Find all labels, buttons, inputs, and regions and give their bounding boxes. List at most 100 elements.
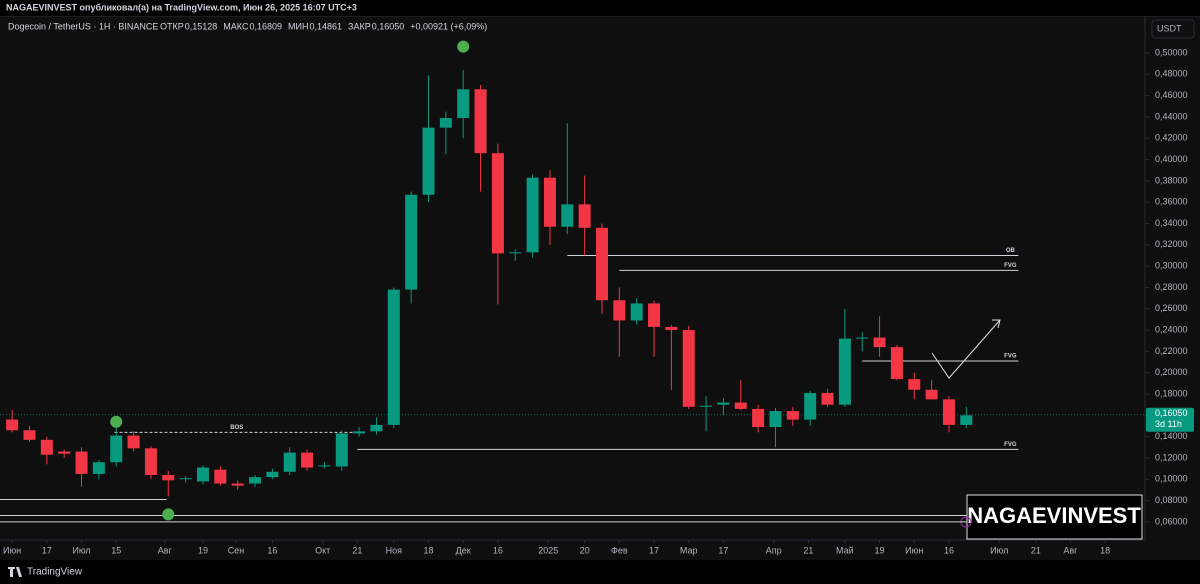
- candle-body: [58, 451, 71, 454]
- y-tick-label: 0,22000: [1155, 346, 1188, 356]
- currency: USDT: [1157, 23, 1182, 33]
- y-tick-label: 0,50000: [1155, 47, 1188, 57]
- x-tick-label: Май: [836, 545, 854, 555]
- last-price-label: 0,16050: [1155, 408, 1188, 418]
- ohlc-legend: Dogecoin / TetherUS · 1H · BINANCE ОТКР 0…: [8, 21, 487, 31]
- candle-body: [75, 451, 88, 474]
- candle-body: [856, 337, 869, 339]
- candle-body: [890, 347, 903, 380]
- y-tick-label: 0,20000: [1155, 367, 1188, 377]
- candle-body: [266, 471, 279, 478]
- candle-body: [196, 467, 209, 482]
- candle-body: [526, 177, 539, 253]
- candle-body: [110, 435, 123, 463]
- candle-body: [23, 430, 36, 440]
- candle-body: [752, 408, 765, 428]
- y-tick-label: 0,10000: [1155, 474, 1188, 484]
- brand-logo: [8, 567, 22, 577]
- y-tick-label: 0,38000: [1155, 175, 1188, 185]
- candle-body: [179, 478, 192, 480]
- candle-body: [804, 392, 817, 420]
- x-tick-label: Июн: [905, 545, 923, 555]
- x-tick-label: Апр: [766, 545, 782, 555]
- legend-change: +0,00921 (+6,09%): [410, 21, 487, 31]
- x-tick-label: Окт: [315, 545, 330, 555]
- y-tick-label: 0,12000: [1155, 452, 1188, 462]
- candle-body: [925, 389, 938, 400]
- y-tick-label: 0,18000: [1155, 388, 1188, 398]
- footer: [0, 560, 1200, 584]
- candle-body: [457, 89, 470, 119]
- currency-box[interactable]: [1151, 19, 1195, 39]
- y-tick-label: 0,14000: [1155, 431, 1188, 441]
- x-tick-label: Дек: [456, 545, 471, 555]
- level-label: BOS: [230, 425, 243, 431]
- x-tick-label: 18: [1100, 545, 1110, 555]
- header-bar: [0, 0, 1200, 16]
- candle-body: [301, 452, 314, 468]
- x-tick-label: Июл: [72, 545, 90, 555]
- legend-value: 0,16050: [372, 21, 405, 31]
- x-tick-label: Фев: [611, 545, 628, 555]
- x-tick-label: 19: [198, 545, 208, 555]
- x-tick-label: Авг: [1063, 545, 1078, 555]
- y-tick-label: 0,34000: [1155, 218, 1188, 228]
- x-tick-label: Июн: [3, 545, 21, 555]
- candle-body: [769, 411, 782, 428]
- candle-body: [717, 402, 730, 405]
- y-tick-label: 0,44000: [1155, 111, 1188, 121]
- candle-body: [214, 469, 227, 484]
- published-line: NAGAEVINVEST опубликовал(а) на TradingVi…: [6, 2, 357, 12]
- candle-body: [908, 379, 921, 390]
- level-label: OB: [1006, 248, 1016, 254]
- y-tick-label: 0,06000: [1155, 516, 1188, 526]
- y-tick-label: 0,48000: [1155, 69, 1188, 79]
- legend-value: 0,14861: [309, 21, 342, 31]
- x-tick-label: 21: [803, 545, 813, 555]
- x-tick-label: 17: [649, 545, 659, 555]
- candle-body: [873, 337, 886, 348]
- y-tick-label: 0,40000: [1155, 154, 1188, 164]
- candle-body: [630, 303, 643, 321]
- y-tick-label: 0,26000: [1155, 303, 1188, 313]
- level-label: FVG: [1004, 263, 1017, 269]
- candle-body: [665, 326, 678, 331]
- x-tick-label: 21: [1031, 545, 1041, 555]
- candle-body: [561, 204, 574, 227]
- candle-body: [92, 462, 105, 474]
- brand: TradingView: [27, 567, 83, 578]
- legend-value: 0,15128: [185, 21, 218, 31]
- y-tick-label: 0,42000: [1155, 133, 1188, 143]
- countdown: 3d 11h: [1155, 419, 1182, 429]
- candle-body: [6, 419, 19, 431]
- x-tick-label: 16: [493, 545, 503, 555]
- candle-body: [734, 402, 747, 409]
- candle-body: [613, 300, 626, 321]
- x-tick-label: 16: [267, 545, 277, 555]
- candle-body: [40, 439, 53, 455]
- legend-label: ОТКР: [160, 21, 184, 31]
- y-tick-label: 0,24000: [1155, 324, 1188, 334]
- marker-dot: [162, 508, 175, 521]
- candle-body: [543, 177, 556, 227]
- candle-body: [648, 303, 661, 327]
- candle-body: [595, 227, 608, 301]
- candle-body: [700, 405, 713, 407]
- candle-body: [405, 194, 418, 290]
- candle-body: [353, 431, 366, 434]
- y-tick-label: 0,08000: [1155, 495, 1188, 505]
- candle-body: [439, 118, 452, 128]
- x-tick-label: Ноя: [386, 545, 403, 555]
- candle-body: [821, 392, 834, 405]
- x-tick-label: 17: [718, 545, 728, 555]
- candle-body: [960, 415, 973, 425]
- x-tick-label: Мар: [680, 545, 698, 555]
- candle-body: [509, 252, 522, 254]
- x-tick-label: Авг: [158, 545, 173, 555]
- legend-value: 0,16809: [249, 21, 282, 31]
- watermark-box: [966, 494, 1143, 540]
- x-tick-label: 21: [352, 545, 362, 555]
- y-tick-label: 0,28000: [1155, 282, 1188, 292]
